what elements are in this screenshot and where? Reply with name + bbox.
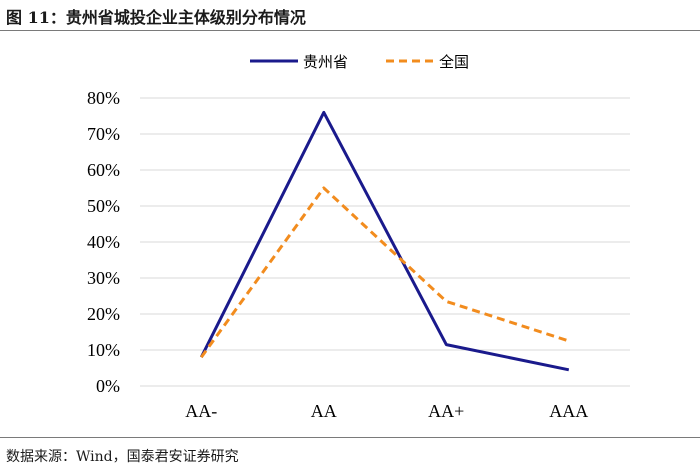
- y-tick-label: 80%: [87, 88, 120, 108]
- y-tick-label: 20%: [87, 304, 120, 324]
- x-tick-label: AA: [311, 401, 337, 421]
- figure-title: 图 11：贵州省城投企业主体级别分布情况: [6, 8, 306, 27]
- series-lines: [199, 110, 570, 372]
- x-tick-label: AAA: [549, 401, 588, 421]
- x-tick-label: AA+: [428, 401, 464, 421]
- legend-label-1: 全国: [439, 53, 469, 71]
- x-tick-label: AA-: [185, 401, 217, 421]
- y-tick-label: 70%: [87, 124, 120, 144]
- gridlines: [140, 97, 630, 387]
- source-note: 数据来源：Wind，国泰君安证券研究: [6, 449, 239, 465]
- line-chart: 0% 10% 20% 30% 40% 50% 60% 70% 80% AA- AA AA+ AAA 贵…: [87, 53, 630, 421]
- legend-label-0: 贵州省: [303, 53, 348, 71]
- y-tick-label: 60%: [87, 160, 120, 180]
- y-tick-label: 10%: [87, 340, 120, 360]
- y-tick-label: 0%: [96, 376, 120, 396]
- y-tick-label: 50%: [87, 196, 120, 216]
- series-line-1: [200, 186, 570, 359]
- source-rule: [0, 437, 700, 438]
- y-tick-label: 40%: [87, 232, 120, 252]
- title-rule: [0, 30, 700, 31]
- y-tick-label: 30%: [87, 268, 120, 288]
- y-axis-ticks: 0% 10% 20% 30% 40% 50% 60% 70% 80%: [87, 88, 120, 396]
- legend: 贵州省 全国: [250, 53, 469, 71]
- x-axis-ticks: AA- AA AA+ AAA: [185, 401, 588, 421]
- series-line-0: [199, 110, 570, 372]
